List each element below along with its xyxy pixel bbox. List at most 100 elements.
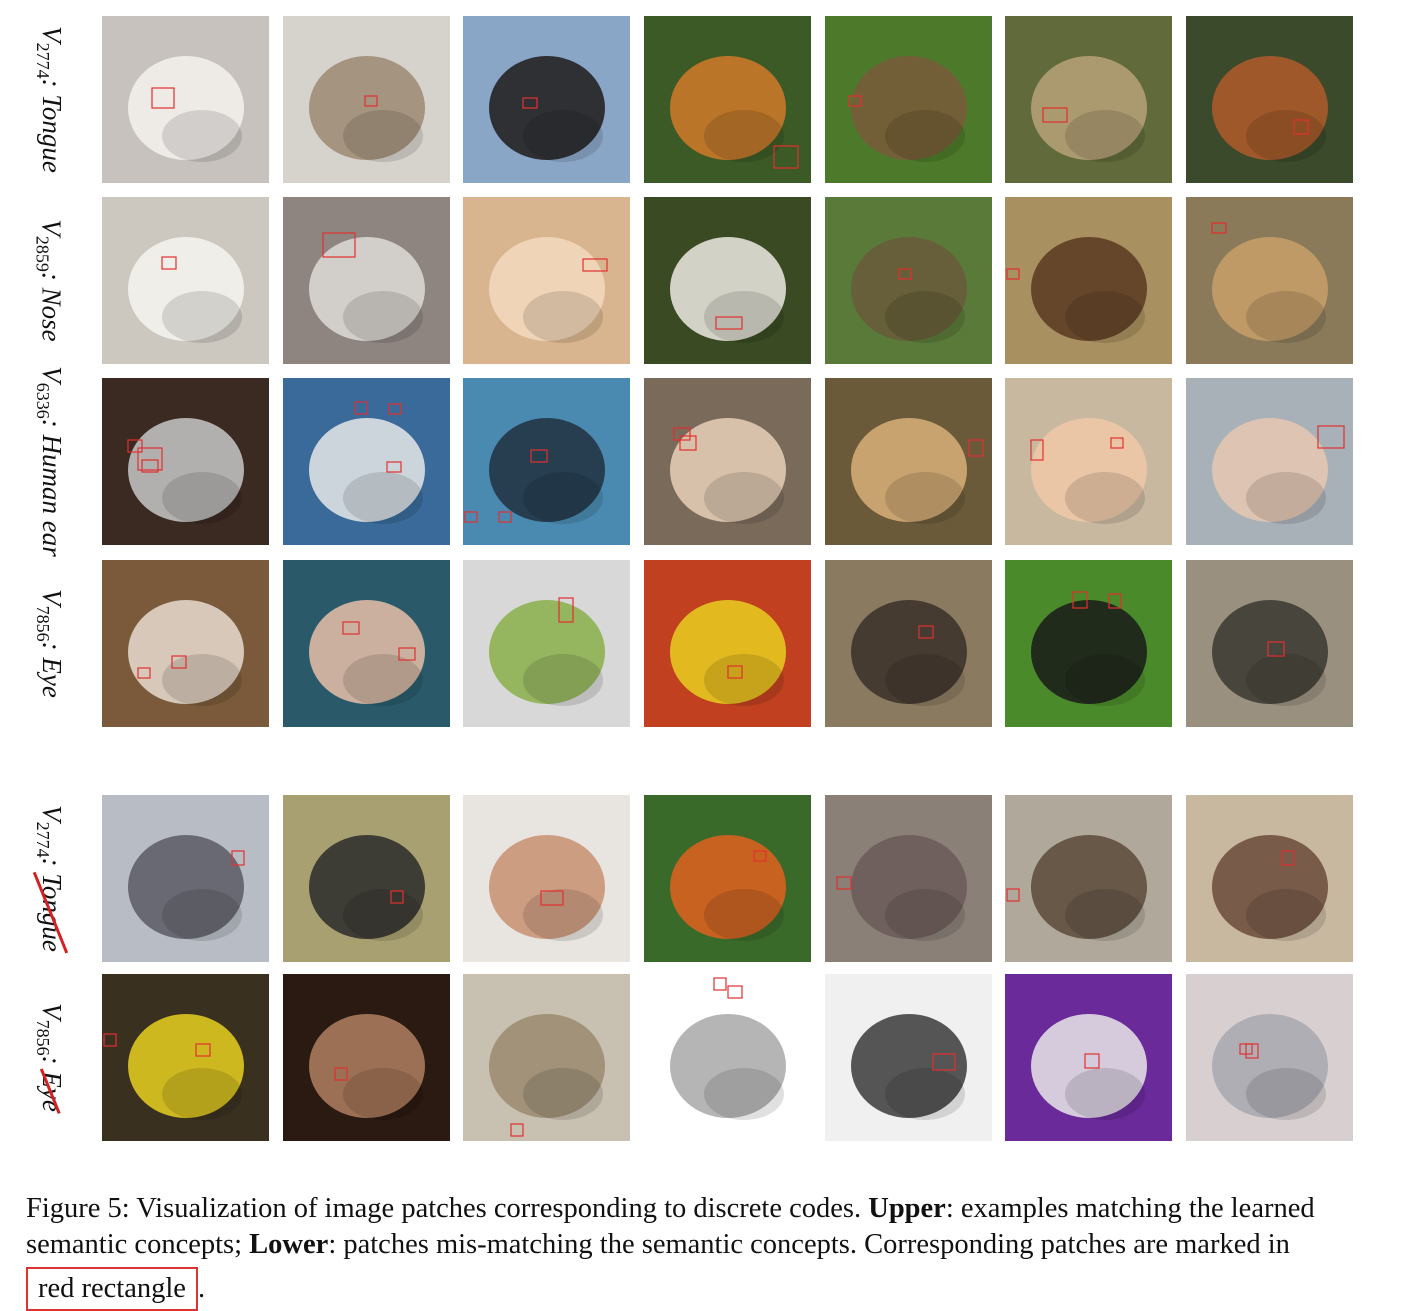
photo-subject [1212,835,1328,939]
code-index: 2859 [32,235,53,272]
photo-basset-hound [283,974,450,1141]
photo-subject [670,1014,786,1118]
red-patch-box [932,1053,956,1071]
photo-subject [1212,1014,1328,1118]
red-patch-box [141,459,159,473]
photo-subject [489,237,605,341]
photo-subject [128,418,244,522]
photo-subject [670,56,786,160]
red-patch-box [715,316,743,330]
photo-subject [309,237,425,341]
red-patch-box [386,461,402,473]
photo-subject [489,600,605,704]
photo-silver-bottles [1186,974,1353,1141]
red-patch-box [1211,222,1227,234]
photo-subject [1031,237,1147,341]
photo-green-apple [463,560,630,727]
photo-subject [309,56,425,160]
photo-snake-coiled [1186,560,1353,727]
red-patch-box [540,890,564,906]
red-patch-box [898,268,912,280]
photo-subject [1031,56,1147,160]
red-patch-box [558,597,574,623]
photo-bolo-tie-display [644,974,811,1141]
photo-subject [1031,1014,1147,1118]
photo-subject [128,56,244,160]
red-patch-box [582,258,608,272]
red-patch-box [1006,268,1020,280]
photo-capuchin-branch [825,197,992,364]
photo-subject [309,835,425,939]
photo-dog-rug [463,974,630,1141]
photo-subject [489,1014,605,1118]
photo-subject [670,418,786,522]
photo-monkey-fruit [825,16,992,183]
row-label-tongue-mismatch: V2774: Tongue [14,795,84,962]
red-patch-box [918,625,934,639]
code-symbol: V [36,26,67,43]
red-patch-box [398,647,416,661]
red-patch-box [322,232,356,258]
red-patch-box [1317,425,1345,449]
photo-subject [670,237,786,341]
red-patch-box [510,1123,524,1137]
photo-subject [309,1014,425,1118]
photo-subject [1212,418,1328,522]
red-patch-box [679,435,697,451]
photo-baby-with-ferret [1186,378,1353,545]
red-patch-box [195,1043,211,1057]
row-label-eye-mismatch: V7856: Eye [14,974,84,1141]
red-patch-box [364,95,378,107]
red-patch-box [354,401,368,415]
code-symbol: V [36,219,67,236]
code-index: 6336 [32,382,53,419]
red-patch-box [773,145,799,169]
code-index: 7856 [32,1019,53,1056]
photo-subject [128,237,244,341]
photo-brown-bear [1005,197,1172,364]
code-symbol: V [36,366,67,383]
photo-girl-eating-corn [1005,378,1172,545]
photo-red-panda [1186,16,1353,183]
code-symbol: V [36,1003,67,1020]
photo-subject [309,418,425,522]
photo-woman-knit-hat [283,560,450,727]
row-label-eye: V7856: Eye [32,589,67,698]
photo-siamese-kitten [102,560,269,727]
red-patch-box [1108,593,1122,609]
photo-black-dog-sky [463,16,630,183]
caption-upper-text: : examples matching the learned semantic… [26,1192,1315,1260]
red-patch-box [1245,1043,1259,1059]
red-patch-box [137,447,163,471]
red-patch-box [231,850,245,866]
red-patch-box [713,977,727,991]
concept-label: Eye [37,1068,67,1115]
caption-suffix: . [197,1272,206,1304]
photo-subject [489,56,605,160]
red-patch-box [342,621,360,635]
figure-caption: Figure 5: Visualization of image patches… [26,1191,1376,1311]
code-index: 2774 [32,821,53,858]
concept-label: Human ear [36,434,67,557]
red-patch-box [1281,850,1295,866]
red-patch-box [498,511,512,523]
caption-lower-text: : patches mis-matching the semantic conc… [328,1228,1290,1260]
photo-subject [1031,418,1147,522]
red-patch-box [530,449,548,463]
photo-junco-bird-branch [102,795,269,962]
photo-man-eating-chopsticks [644,378,811,545]
concept-label: Tongue [32,871,68,954]
photo-shaggy-dog-running [283,16,450,183]
photo-man-holding-fish [283,378,450,545]
photo-arctic-fox-yawn [283,197,450,364]
photo-subject [851,237,967,341]
red-patch-box [1293,119,1309,135]
row-label-tongue: V2774: Tongue [32,26,67,173]
photo-subject [128,600,244,704]
red-patch-box [727,665,743,679]
photo-tiger-face [644,16,811,183]
photo-man-respirator-mask [102,378,269,545]
code-symbol: V [36,589,67,606]
red-patch-box [727,985,743,999]
photo-cheetah-face [1186,197,1353,364]
